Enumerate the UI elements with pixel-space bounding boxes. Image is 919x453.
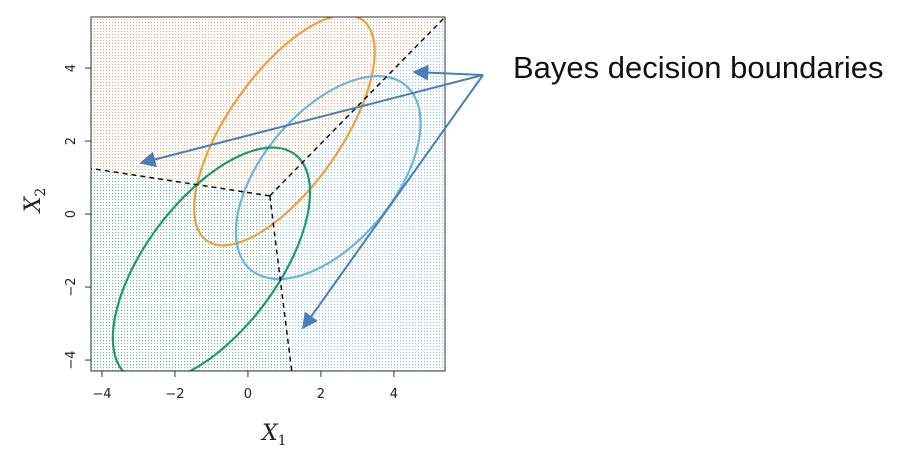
orange-class-contour	[193, 17, 376, 247]
blue-class-region	[269, 17, 445, 371]
annotation-arrow	[139, 74, 484, 168]
orange-class-region	[91, 17, 445, 196]
x-tick-label: 0	[244, 387, 252, 402]
bayes-boundary-orange-green	[91, 167, 270, 197]
annotation-arrows	[139, 64, 484, 330]
y-tick-label: −4	[64, 350, 79, 369]
y-tick-label: 0	[64, 210, 79, 218]
annotation-arrow	[302, 74, 484, 330]
y-axis-title: X2	[21, 188, 49, 215]
annotation-label: Bayes decision boundaries	[513, 50, 884, 85]
x-tick-label: −2	[165, 387, 184, 402]
green-class-contour	[111, 146, 312, 371]
x-tick-label: −4	[92, 387, 111, 402]
green-class-region	[91, 168, 292, 371]
bayes-boundary-blue-green	[269, 195, 293, 371]
y-tick-label: −2	[64, 277, 79, 296]
x-axis: −4 −2 0 2 4	[92, 371, 398, 402]
bayes-boundary-orange-blue	[269, 17, 445, 197]
x-tick-label: 2	[317, 387, 325, 402]
y-axis: −4 −2 0 2 4	[64, 64, 91, 370]
y-tick-label: 2	[64, 137, 79, 145]
annotation-arrow	[412, 64, 484, 81]
y-tick-label: 4	[64, 64, 79, 72]
x-tick-label: 4	[390, 387, 398, 402]
plot-frame	[90, 16, 446, 372]
x-axis-title: X1	[260, 421, 287, 449]
blue-class-contour	[234, 75, 422, 281]
